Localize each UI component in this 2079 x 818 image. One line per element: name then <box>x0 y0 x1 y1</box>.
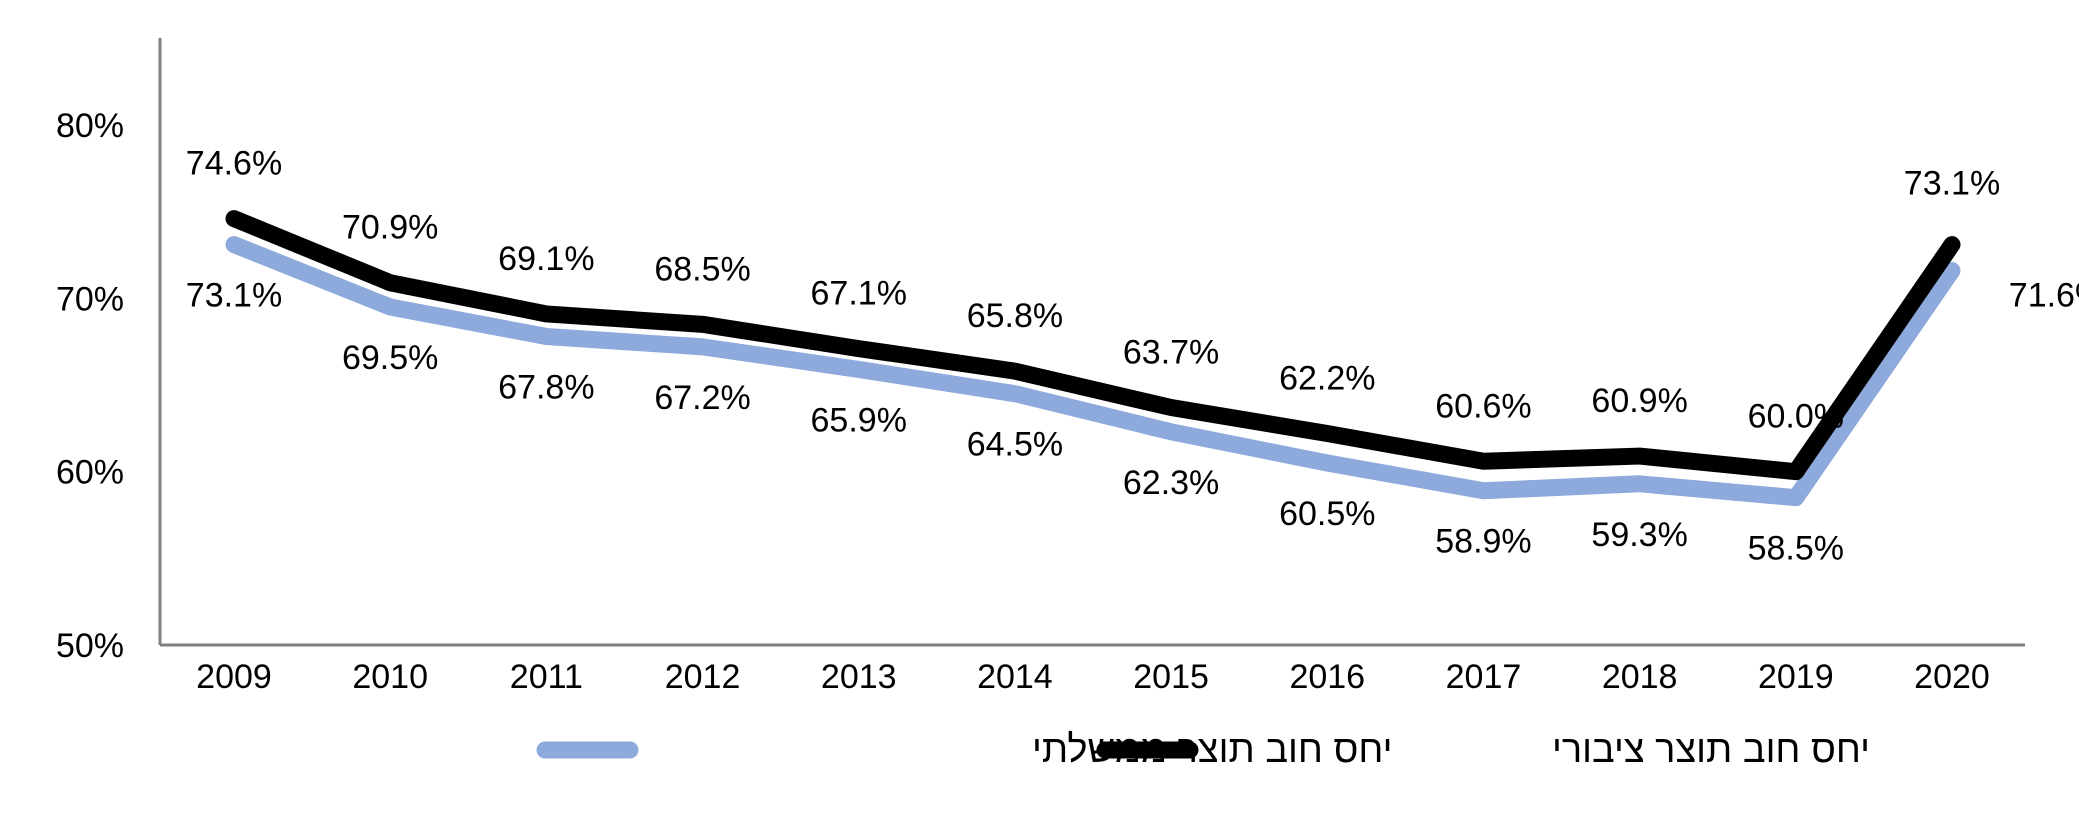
data-label-government: 59.3% <box>1591 516 1687 554</box>
data-label-public: 60.6% <box>1435 387 1531 425</box>
y-tick-label: 70% <box>56 280 124 318</box>
data-label-government: 67.8% <box>498 368 594 406</box>
x-tick-label: 2020 <box>1914 658 1990 696</box>
data-label-public: 65.8% <box>967 297 1063 335</box>
x-tick-label: 2017 <box>1446 658 1522 696</box>
series-lines <box>225 210 1961 507</box>
legend-label: יחס חוב תוצר ציבורי <box>1552 729 1870 771</box>
data-label-government: 58.5% <box>1748 530 1844 568</box>
data-label-government: 65.9% <box>811 401 907 439</box>
x-tick-label: 2010 <box>352 658 428 696</box>
chart-axes <box>158 38 2025 647</box>
data-label-public: 67.1% <box>811 275 907 313</box>
x-tick-label: 2011 <box>510 658 583 696</box>
data-label-government: 60.5% <box>1279 495 1375 533</box>
x-tick-label: 2015 <box>1133 658 1209 696</box>
y-tick-label: 80% <box>56 107 124 145</box>
data-label-public: 73.1% <box>1904 165 2000 203</box>
data-labels: 73.1% 69.5% 67.8% 67.2% 65.9% 64.5% 62.3% 60.5%… <box>186 145 2079 568</box>
data-label-public: 62.2% <box>1279 360 1375 398</box>
y-tick-label: 60% <box>56 454 124 492</box>
x-tick-label: 2012 <box>665 658 741 696</box>
data-label-public: 69.1% <box>498 240 594 278</box>
x-tick-label: 2019 <box>1758 658 1834 696</box>
x-tick-label: 2018 <box>1602 658 1678 696</box>
series-line-government <box>225 236 1961 507</box>
legend-item-government: יחס חוב תוצר ממשלתי <box>536 729 1393 771</box>
data-label-public: 60.0% <box>1748 398 1844 436</box>
data-label-public: 70.9% <box>342 209 438 247</box>
data-label-public: 68.5% <box>654 250 750 288</box>
data-label-public: 74.6% <box>186 145 282 183</box>
legend-item-public: יחס חוב תוצר ציבורי <box>1096 729 1870 771</box>
data-label-government: 58.9% <box>1435 523 1531 561</box>
data-label-public: 63.7% <box>1123 334 1219 372</box>
data-label-government: 69.5% <box>342 339 438 377</box>
y-axis-ticks: 50% 60% 70% 80% <box>56 107 124 665</box>
legend-label: יחס חוב תוצר ממשלתי <box>1032 729 1393 771</box>
y-tick-label: 50% <box>56 627 124 665</box>
x-tick-label: 2013 <box>821 658 897 696</box>
data-label-government: 62.3% <box>1123 464 1219 502</box>
x-axis-ticks: 2009 2010 2011 2012 2013 2014 2015 2016 2017 2018… <box>196 658 1990 696</box>
series-line-public <box>225 210 1961 481</box>
x-tick-label: 2014 <box>977 658 1053 696</box>
data-label-government: 67.2% <box>654 379 750 417</box>
data-label-public: 60.9% <box>1591 382 1687 420</box>
data-label-government: 73.1% <box>186 277 282 315</box>
x-tick-label: 2016 <box>1289 658 1365 696</box>
data-label-government: 71.6% <box>2009 277 2079 315</box>
x-tick-label: 2009 <box>196 658 272 696</box>
data-label-government: 64.5% <box>967 426 1063 464</box>
chart-legend: יחס חוב תוצר ממשלתי יחס חוב תוצר ציבורי <box>536 729 1870 771</box>
